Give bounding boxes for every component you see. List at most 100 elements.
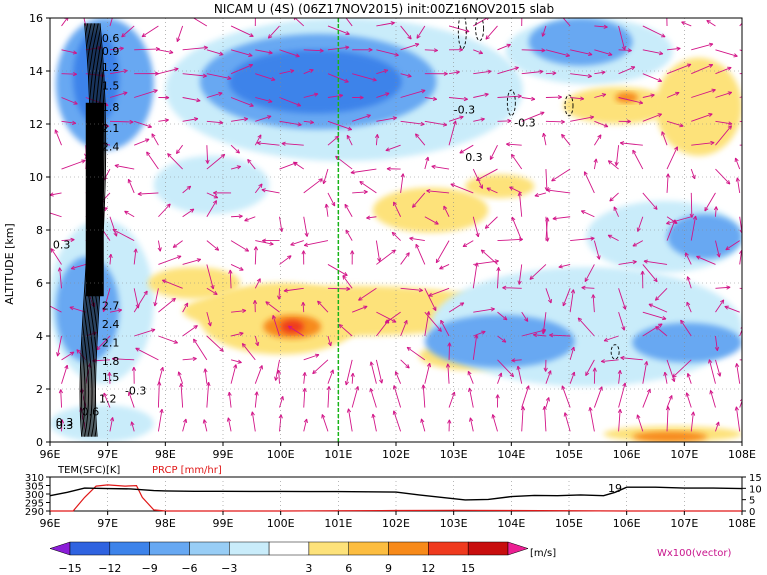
wind-arrow	[735, 157, 741, 170]
wind-arrow	[613, 206, 620, 217]
wind-arrow	[345, 18, 353, 27]
wind-arrowhead	[432, 306, 437, 311]
wind-arrow	[325, 203, 329, 217]
wind-arrow	[255, 73, 276, 81]
wind-arrow	[636, 414, 644, 432]
wind-arrow	[497, 95, 522, 98]
wind-arrow	[570, 73, 592, 77]
wind-arrowhead	[459, 47, 464, 52]
wind-arrowhead	[127, 178, 132, 184]
wind-arrowhead	[249, 33, 254, 37]
wind-arrow	[648, 303, 668, 313]
wind-arrowhead	[210, 284, 215, 290]
wind-arrowhead	[174, 67, 179, 72]
wind-arrow	[509, 186, 522, 194]
wind-arrowhead	[405, 252, 410, 257]
wind-region	[153, 155, 270, 215]
wind-arrowhead	[744, 16, 748, 20]
wind-arrow	[416, 25, 426, 39]
wind-arrowhead	[632, 260, 637, 265]
wind-arrow	[594, 120, 609, 128]
wind-arrow	[50, 248, 62, 265]
wind-arrowhead	[64, 364, 69, 370]
wind-arrow	[359, 181, 377, 194]
wind-arrow	[686, 392, 692, 408]
wind-arrowhead	[252, 299, 258, 305]
wind-arrow	[691, 89, 716, 98]
contour-loop	[564, 94, 574, 117]
wind-arrowhead	[496, 267, 501, 272]
wind-arrowhead	[366, 114, 371, 119]
wind-arrowhead	[366, 215, 371, 220]
wind-arrowhead	[239, 331, 244, 336]
wind-arrow	[182, 208, 195, 218]
wind-arrow	[642, 192, 658, 210]
contour-label: 1.8	[102, 355, 120, 368]
wind-arrowhead	[524, 317, 529, 322]
wind-arrowhead	[710, 140, 715, 146]
wind-arrow	[545, 169, 548, 191]
wind-arrow	[206, 312, 212, 327]
wind-arrowhead	[728, 121, 733, 126]
wind-arrowhead	[153, 301, 158, 307]
wind-arrow	[472, 216, 479, 238]
wind-arrow	[92, 359, 110, 362]
wind-arrowhead	[425, 156, 430, 162]
wind-arrowhead	[654, 296, 660, 301]
wind-arrowhead	[607, 234, 613, 239]
colorbar-swatch	[149, 541, 190, 556]
colorbar-swatch	[388, 541, 429, 556]
wind-arrowhead	[632, 149, 637, 155]
wind-arrowhead	[69, 351, 75, 356]
wind-arrow	[230, 25, 254, 37]
wind-arrowhead	[551, 177, 556, 182]
wind-arrowhead	[157, 247, 162, 252]
wind-arrow	[206, 382, 210, 408]
wind-arrow	[162, 279, 183, 289]
wind-arrow	[230, 144, 240, 154]
wind-arrow	[261, 189, 280, 194]
wind-arrow	[632, 149, 644, 170]
wind-arrowhead	[383, 69, 389, 74]
wind-arrowhead	[338, 324, 343, 329]
wind-arrowhead	[329, 369, 334, 374]
wind-arrow	[385, 311, 401, 324]
wind-arrow	[124, 210, 135, 218]
wind-arrow	[206, 192, 218, 199]
wind-arrowhead	[725, 180, 731, 185]
wind-arrow	[492, 414, 498, 432]
wind-arrowhead	[135, 304, 140, 309]
wind-arrow	[739, 359, 742, 361]
wind-arrow	[415, 133, 426, 146]
wind-arrowhead	[760, 359, 764, 362]
wind-arrowhead	[303, 418, 308, 424]
surface-panel: TEM(SFC)[K] PRCP [mm/hr] 19 310305300295…	[25, 465, 762, 530]
wind-arrowhead	[227, 391, 232, 397]
wind-arrowhead	[248, 52, 253, 57]
wind-arrow	[666, 395, 673, 408]
wind-arrow	[448, 120, 457, 146]
wind-arrowhead	[71, 120, 77, 125]
wind-arrow	[275, 359, 280, 381]
wind-arrow	[618, 370, 621, 384]
wind-arrow	[60, 389, 62, 408]
wind-arrow	[230, 64, 253, 75]
wind-arrow	[376, 249, 396, 265]
wind-arrow	[293, 161, 304, 170]
wind-arrowhead	[390, 21, 395, 26]
wind-arrowhead	[350, 372, 355, 377]
wind-arrow	[497, 311, 508, 321]
wind-arrowhead	[111, 356, 116, 361]
wind-arrowhead	[145, 138, 150, 143]
colorbar-label: 6	[345, 562, 352, 575]
wind-arrowhead	[193, 117, 199, 122]
wind-arrow	[521, 111, 545, 122]
wind-arrowhead	[416, 34, 421, 39]
wind-arrowhead	[570, 289, 576, 294]
wind-arrow	[448, 302, 465, 313]
wind-arrow	[518, 192, 523, 217]
wind-arrow	[151, 133, 159, 146]
surface-x-tick-label: 102E	[382, 517, 410, 530]
wind-arrow	[157, 409, 163, 432]
wind-arrowhead	[607, 160, 613, 165]
